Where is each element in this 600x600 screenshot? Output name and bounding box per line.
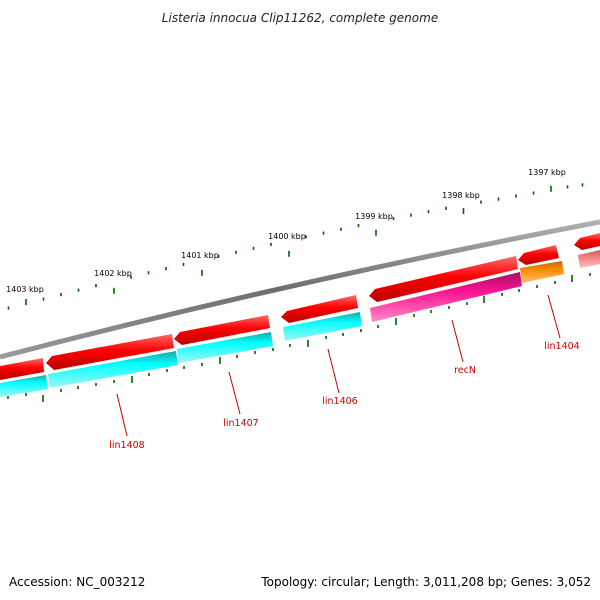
gene-label-recN[interactable]: recN bbox=[454, 365, 476, 376]
gene-arrow[interactable] bbox=[0, 358, 44, 380]
gene-bar[interactable] bbox=[177, 332, 273, 363]
gene-bar[interactable] bbox=[0, 375, 48, 397]
kbp-label: 1399 kbp bbox=[355, 212, 393, 221]
leader-lines bbox=[116, 294, 561, 437]
kbp-label: 1400 kbp bbox=[268, 232, 306, 241]
reverse-strand-genes bbox=[0, 250, 600, 397]
gene-bar[interactable] bbox=[283, 312, 362, 341]
genome-summary-text: Topology: circular; Length: 3,011,208 bp… bbox=[260, 575, 591, 589]
gene-arrow[interactable] bbox=[369, 256, 518, 302]
gene-arrow[interactable] bbox=[174, 315, 270, 345]
scale-labels: 1397 kbp 1398 kbp 1399 kbp 1400 kbp 1401… bbox=[6, 168, 566, 294]
kbp-label: 1398 kbp bbox=[442, 191, 480, 200]
kbp-label: 1402 kbp bbox=[94, 269, 132, 278]
gene-label-lin1404[interactable]: lin1404 bbox=[544, 341, 579, 352]
gene-arrow[interactable] bbox=[518, 245, 559, 265]
scale-ticks bbox=[7, 183, 584, 310]
kbp-label: 1397 kbp bbox=[528, 168, 566, 177]
lower-ticks bbox=[7, 273, 591, 402]
kbp-label: 1403 kbp bbox=[6, 285, 44, 294]
gene-label-lin1406[interactable]: lin1406 bbox=[322, 396, 357, 407]
genome-backbone bbox=[0, 219, 600, 360]
gene-arrow[interactable] bbox=[46, 334, 174, 370]
accession-text: Accession: NC_003212 bbox=[9, 575, 145, 589]
gene-arrow[interactable] bbox=[574, 233, 600, 250]
gene-label-lin1407[interactable]: lin1407 bbox=[223, 418, 258, 429]
kbp-label: 1401 kbp bbox=[181, 251, 219, 260]
gene-bar[interactable] bbox=[578, 250, 600, 268]
gene-arrow[interactable] bbox=[281, 295, 358, 323]
map-title: Listeria innocua Clip11262, complete gen… bbox=[162, 11, 438, 25]
gene-labels: lin1404 recN lin1406 lin1407 lin1408 bbox=[109, 341, 579, 451]
gene-bar[interactable] bbox=[48, 351, 178, 388]
gene-bar[interactable] bbox=[370, 272, 522, 322]
gene-bar[interactable] bbox=[520, 261, 564, 283]
forward-strand-genes bbox=[0, 233, 600, 380]
gene-label-lin1408[interactable]: lin1408 bbox=[109, 440, 144, 451]
